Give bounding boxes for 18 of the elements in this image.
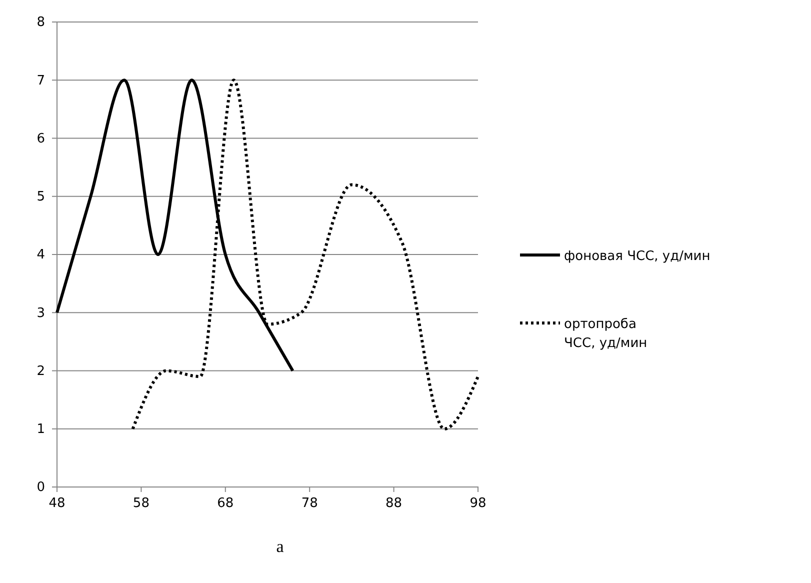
x-tick-label: 48: [48, 496, 66, 511]
y-tick-label: 6: [36, 131, 45, 146]
y-tick-label: 5: [36, 190, 45, 205]
y-tick-label: 8: [36, 15, 45, 30]
x-tick-label: 58: [132, 496, 150, 511]
text: а: [276, 537, 284, 556]
y-tick-label: 2: [36, 364, 45, 379]
x-tick-label: 98: [470, 496, 486, 511]
legend-label: ортопроба ЧСС, уд/мин: [564, 317, 648, 351]
y-tick-label: 7: [36, 73, 45, 88]
y-tick-label: 0: [36, 480, 45, 496]
y-tick-label: 4: [36, 248, 45, 263]
x-tick-label: 78: [301, 496, 318, 511]
y-tick-label: 1: [36, 422, 45, 438]
y-tick-label: 3: [36, 306, 45, 321]
x-tick-label: 88: [386, 496, 402, 511]
legend-label: фоновая ЧСС, уд/мин: [564, 249, 710, 264]
x-tick-label: 68: [217, 496, 234, 511]
